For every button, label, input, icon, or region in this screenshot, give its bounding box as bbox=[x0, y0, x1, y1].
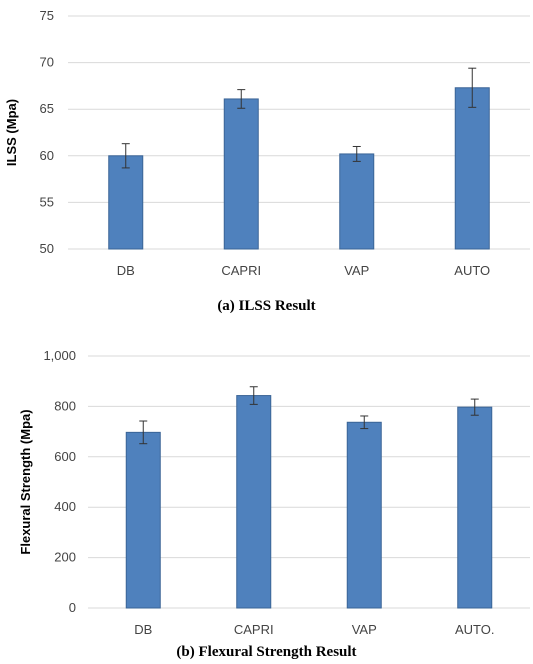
ilss-category-label: DB bbox=[117, 263, 135, 278]
ilss-y-axis-label: ILSS (Mpa) bbox=[4, 99, 19, 166]
ilss-ytick-label: 55 bbox=[40, 194, 54, 209]
ilss-bar bbox=[108, 155, 144, 250]
flexural-category-label: DB bbox=[134, 622, 152, 637]
ilss-bar bbox=[223, 98, 259, 250]
flexural-chart: 0 200 400 600 800 1,000 Flexural Strength (Mpa… bbox=[18, 348, 530, 637]
flexural-bar bbox=[236, 395, 272, 609]
ilss-bar bbox=[339, 153, 375, 250]
flexural-category-label: CAPRI bbox=[234, 622, 274, 637]
ilss-ytick-label: 60 bbox=[40, 148, 54, 163]
flexural-bar bbox=[346, 421, 382, 609]
flexural-category-label: AUTO. bbox=[455, 622, 495, 637]
flexural-chart-caption: (b) Flexural Strength Result bbox=[176, 644, 357, 660]
flexural-ytick-label: 0 bbox=[69, 600, 76, 615]
ilss-category-label: CAPRI bbox=[221, 263, 261, 278]
flexural-bar bbox=[125, 431, 161, 609]
ilss-ytick-label: 65 bbox=[40, 101, 54, 116]
flexural-ytick-label: 800 bbox=[54, 398, 76, 413]
ilss-ytick-label: 50 bbox=[40, 241, 54, 256]
ilss-category-label: VAP bbox=[344, 263, 369, 278]
flexural-ytick-label: 400 bbox=[54, 499, 76, 514]
ilss-chart-caption: (a) ILSS Result bbox=[217, 298, 316, 314]
ilss-ytick-label: 70 bbox=[40, 55, 54, 70]
flexural-ytick-label: 600 bbox=[54, 449, 76, 464]
flexural-category-label: VAP bbox=[352, 622, 377, 637]
flexural-ytick-label: 200 bbox=[54, 550, 76, 565]
flexural-ytick-label: 1,000 bbox=[43, 348, 76, 363]
ilss-chart: 50 55 60 65 70 75 ILSS (Mpa) DB CAPRI VAP AUTO bbox=[4, 8, 530, 278]
flexural-bar bbox=[457, 406, 493, 609]
ilss-ytick-label: 75 bbox=[40, 8, 54, 23]
ilss-bar bbox=[454, 87, 490, 250]
flexural-y-axis-label: Flexural Strength (Mpa) bbox=[18, 409, 33, 554]
ilss-category-label: AUTO bbox=[454, 263, 490, 278]
